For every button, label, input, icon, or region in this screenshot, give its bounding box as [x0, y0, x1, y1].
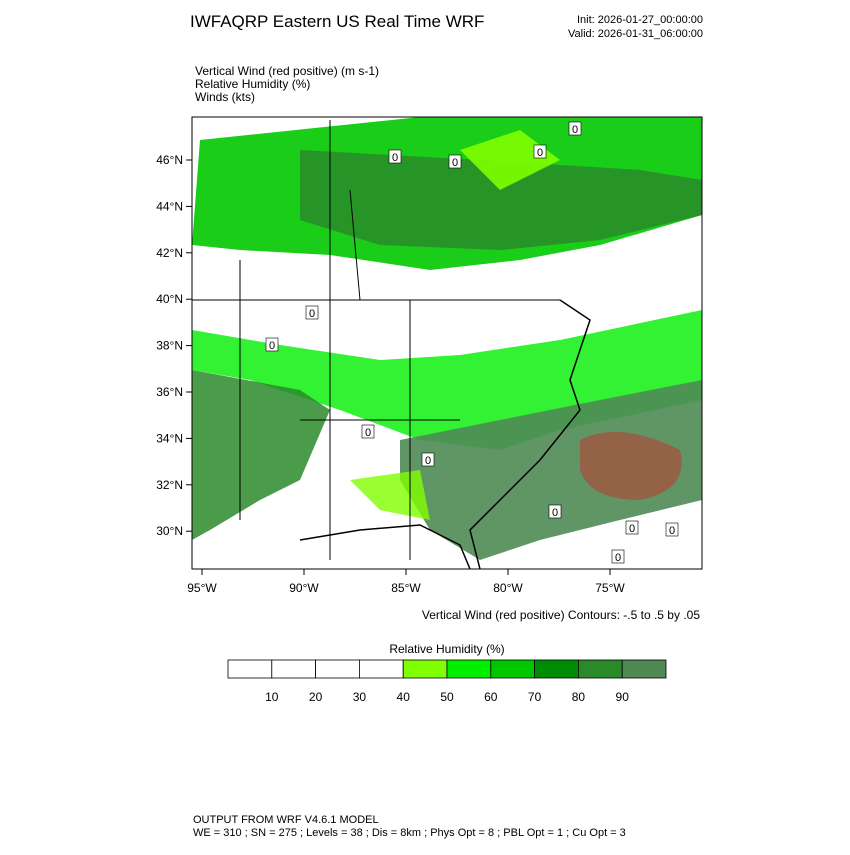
init-time: Init: 2026-01-27_00:00:00: [577, 14, 703, 26]
contour-label: 0: [452, 157, 458, 169]
footer-line: WE = 310 ; SN = 275 ; Levels = 38 ; Dis …: [193, 827, 626, 839]
contour-label-box: [265, 337, 279, 352]
contour-label-box: [388, 149, 402, 164]
contour-label: 0: [269, 340, 275, 352]
contour-label: 0: [615, 552, 621, 564]
contour-label: 0: [669, 525, 675, 537]
contour-label-box: [448, 154, 462, 169]
contour-label-box: [665, 522, 679, 537]
lat-label: 32°N: [156, 478, 183, 492]
colorbar-cell: [621, 659, 667, 679]
contour-label: 0: [629, 523, 635, 535]
lat-label: 44°N: [156, 199, 183, 213]
lon-label: 95°W: [187, 581, 217, 595]
field-label: Vertical Wind (red positive) (m s-1): [195, 64, 379, 78]
lat-label: 42°N: [156, 246, 183, 260]
contour-label-box: [305, 305, 319, 320]
lon-label: 75°W: [595, 581, 625, 595]
lon-label: 85°W: [391, 581, 421, 595]
footer-line: OUTPUT FROM WRF V4.6.1 MODEL: [193, 814, 379, 826]
colorbar-label: 10: [265, 690, 279, 704]
valid-time: Valid: 2026-01-31_06:00:00: [568, 28, 703, 40]
contour-label: 0: [537, 147, 543, 159]
contour-label-box: [611, 549, 625, 564]
contour-label: 0: [425, 455, 431, 467]
contour-label-box: [361, 424, 375, 439]
contour-label-box: [533, 144, 547, 159]
lat-label: 34°N: [156, 431, 183, 445]
colorbar-cell: [578, 659, 623, 679]
lat-label: 40°N: [156, 292, 183, 306]
contour-label-box: [548, 504, 562, 519]
colorbar-label: 90: [616, 690, 630, 704]
colorbar-label: 30: [353, 690, 367, 704]
contour-label: 0: [309, 308, 315, 320]
colorbar-cell: [227, 659, 273, 679]
lon-label: 90°W: [289, 581, 319, 595]
lat-label: 38°N: [156, 339, 183, 353]
colorbar-label: 80: [572, 690, 586, 704]
colorbar-title: Relative Humidity (%): [389, 642, 504, 656]
contour-label-box: [421, 452, 435, 467]
contour-note: Vertical Wind (red positive) Contours: -…: [422, 608, 700, 622]
colorbar-cell: [534, 659, 579, 679]
colorbar-label: 20: [309, 690, 323, 704]
contour-label-box: [568, 121, 582, 136]
lat-label: 46°N: [156, 153, 183, 167]
colorbar-cell: [315, 659, 360, 679]
contour-label-box: [625, 520, 639, 535]
colorbar-cell: [358, 659, 404, 679]
colorbar-label: 60: [484, 690, 498, 704]
title: IWFAQRP Eastern US Real Time WRF: [190, 12, 484, 31]
lat-label: 30°N: [156, 524, 183, 538]
contour-label: 0: [365, 427, 371, 439]
lat-label: 36°N: [156, 385, 183, 399]
colorbar-label: 40: [397, 690, 411, 704]
contour-label: 0: [572, 124, 578, 136]
colorbar-cell: [446, 659, 492, 679]
lon-label: 80°W: [493, 581, 523, 595]
colorbar-cell: [271, 659, 316, 679]
colorbar-cell: [402, 659, 448, 679]
field-label: Winds (kts): [195, 90, 255, 104]
colorbar-label: 70: [528, 690, 542, 704]
contour-label: 0: [392, 152, 398, 164]
field-label: Relative Humidity (%): [195, 77, 310, 91]
colorbar-cell: [490, 659, 535, 679]
contour-label: 0: [552, 507, 558, 519]
colorbar-label: 50: [440, 690, 454, 704]
